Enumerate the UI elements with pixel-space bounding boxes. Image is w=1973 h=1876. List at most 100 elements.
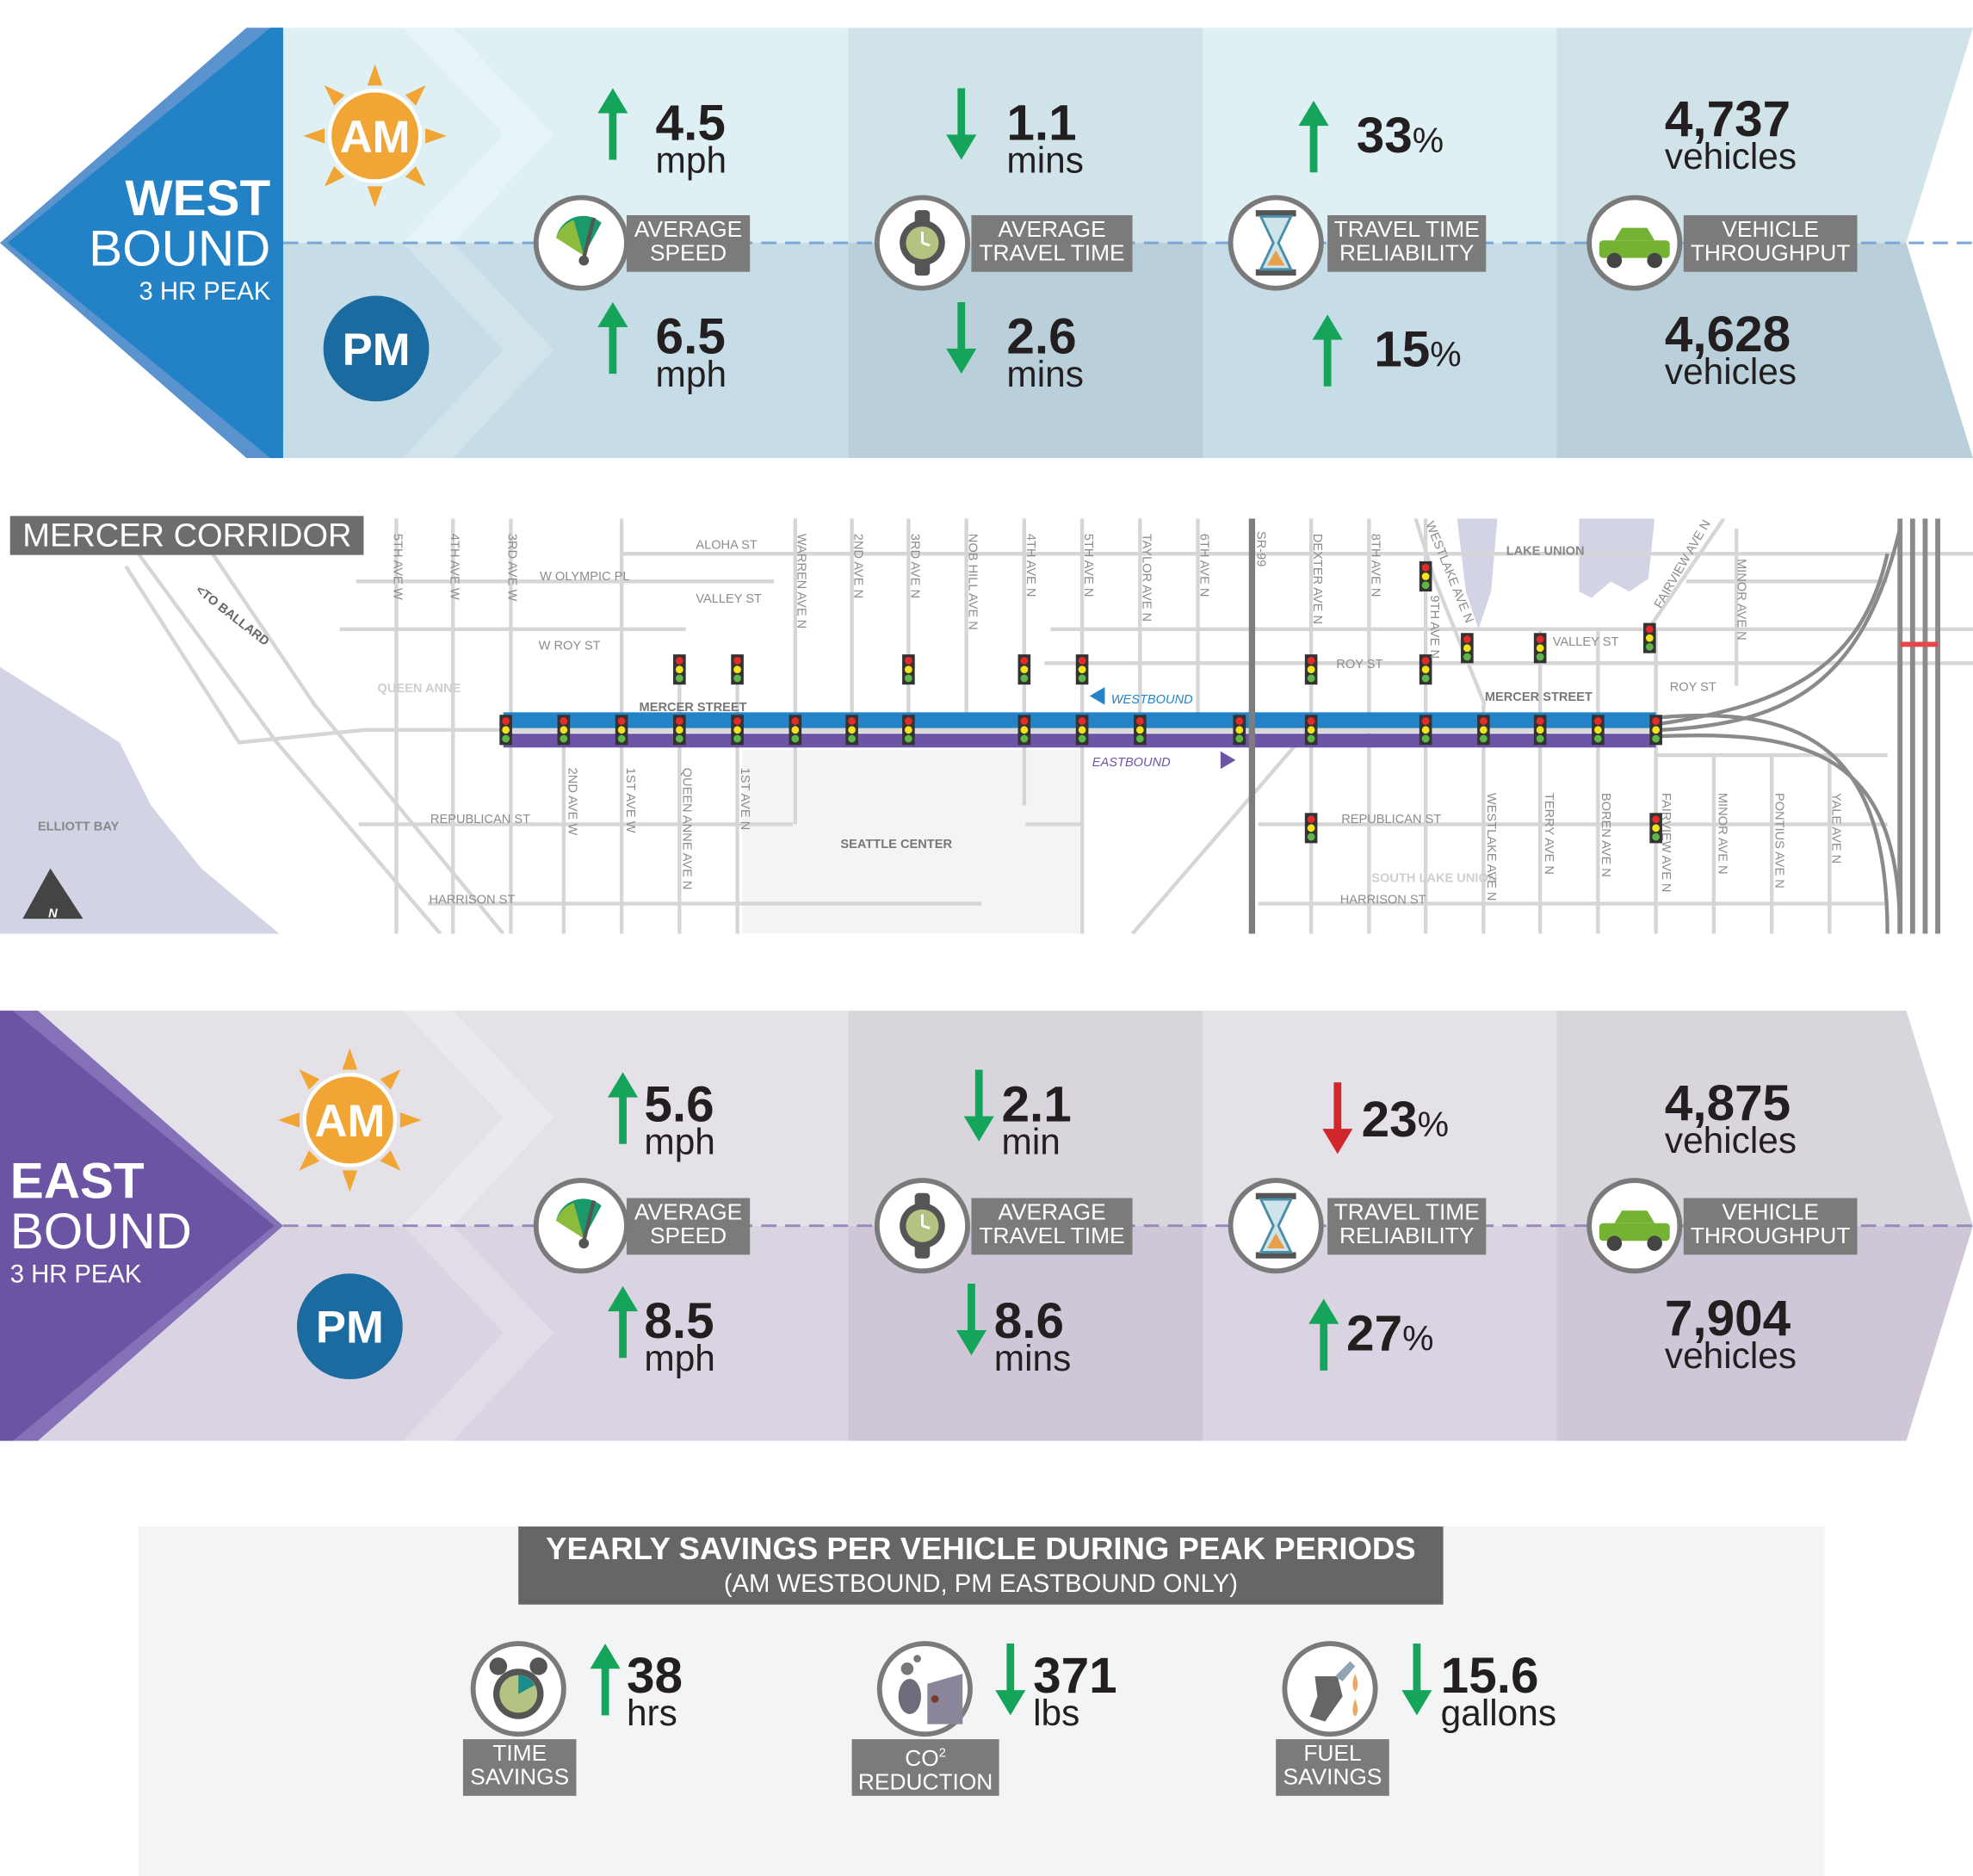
westbound-panel-bg <box>0 28 1973 459</box>
label-line: TRAVEL TIME <box>1333 1199 1480 1225</box>
sun-ray <box>324 166 345 187</box>
sun-ray <box>342 1170 358 1192</box>
avenue-label: 1ST AVE W <box>623 768 637 833</box>
avenue-label: TAYLOR AVE N <box>1139 534 1153 622</box>
pm-label: PM <box>343 325 411 375</box>
avenue-label: 3RD AVE N <box>907 534 921 598</box>
increase-arrow-icon <box>608 1072 639 1144</box>
label-line: AVERAGE <box>634 1199 743 1225</box>
increase-arrow-icon <box>608 1285 639 1359</box>
traffic-signal-icon <box>1304 715 1318 746</box>
traffic-signal-icon <box>1075 654 1089 685</box>
east-am-speed-value: 5.6 <box>644 1077 714 1133</box>
east-am-time-value: 2.1 <box>1001 1077 1072 1133</box>
label-text: CO <box>905 1745 939 1771</box>
westbound-heading: WEST BOUND 3 HR PEAK <box>25 174 270 305</box>
average-travel-time-label: AVERAGE TRAVEL TIME <box>971 1198 1133 1255</box>
speedometer-icon <box>533 1178 629 1274</box>
west-pm-time-unit: mins <box>1006 355 1084 395</box>
time-savings-value: 38 <box>626 1648 683 1705</box>
stopwatch-icon <box>874 195 970 291</box>
sun-ray <box>425 128 447 144</box>
avenue-label: 9TH AVE N <box>1427 595 1441 659</box>
i5-ramps <box>1661 528 1902 934</box>
hourglass-icon-glyph <box>1255 1192 1296 1259</box>
street-label: HARRISON ST <box>429 894 515 907</box>
sun-ray <box>405 166 426 187</box>
sun-ray <box>367 186 383 208</box>
map-title: MERCER CORRIDOR <box>9 516 365 555</box>
traffic-signal-icon <box>1477 715 1490 746</box>
sun-ray <box>278 1112 300 1128</box>
moon-icon: PM <box>323 295 430 402</box>
eastbound-arrow-icon <box>1220 751 1236 770</box>
fuel-nozzle-icon <box>1282 1641 1378 1737</box>
eastbound-subtitle: 3 HR PEAK <box>9 1260 142 1289</box>
stopwatch-icon-glyph <box>900 1192 945 1259</box>
sun-ray <box>380 1069 401 1090</box>
label-line: CO2 <box>856 1742 995 1771</box>
label-line: TIME <box>492 1740 547 1766</box>
street-label: VALLEY ST <box>696 592 762 606</box>
eastbound-title-bold: EAST <box>9 1154 145 1210</box>
sun-ray <box>367 64 383 86</box>
decrease-arrow-icon <box>963 1069 994 1142</box>
traffic-signal-icon <box>1533 715 1547 746</box>
label-line: TRAVEL TIME <box>979 240 1125 266</box>
smokestack-icon-glyph <box>898 1655 963 1724</box>
avenue-label: 8TH AVE N <box>1368 534 1382 597</box>
sun-icon: AM <box>278 1048 422 1192</box>
sun-ray <box>405 84 426 106</box>
average-travel-time-label: AVERAGE TRAVEL TIME <box>971 214 1133 272</box>
avenue-label: 5TH AVE N <box>1081 534 1095 597</box>
co2-reduction-value: 371 <box>1033 1648 1117 1705</box>
traffic-signal-icon <box>1649 715 1662 746</box>
traffic-signal-icon <box>1419 654 1432 685</box>
west-pm-speed-unit: mph <box>655 355 727 395</box>
eastbound-map-label: EASTBOUND <box>1092 756 1171 770</box>
street-label: ROY ST <box>1670 680 1716 694</box>
westbound-arrow-icon <box>1089 687 1105 705</box>
traffic-signal-icon <box>1017 654 1031 685</box>
east-pm-throughput-value: 7,904 <box>1664 1291 1791 1347</box>
increase-arrow-icon <box>590 1644 621 1716</box>
traffic-signal-icon <box>673 715 686 746</box>
increase-arrow-icon <box>1312 314 1343 387</box>
traffic-signal-icon <box>557 715 571 746</box>
sun-ray <box>342 1048 358 1070</box>
avenue-label: 1ST AVE N <box>738 768 751 831</box>
savings-title-box: YEARLY SAVINGS PER VEHICLE DURING PEAK P… <box>518 1526 1444 1605</box>
street-label: ALOHA ST <box>696 538 758 552</box>
smokestack-icon <box>876 1641 973 1737</box>
sun-icon: AM <box>303 64 447 208</box>
label-line: FUEL <box>1303 1740 1362 1766</box>
am-label: AM <box>314 1096 385 1147</box>
west-pm-throughput-value: 4,628 <box>1664 306 1791 362</box>
sun-ray <box>303 128 325 144</box>
west-pm-reliability-value: 15% <box>1374 325 1461 375</box>
mercer-street-label: MERCER STREET <box>1485 690 1593 704</box>
i5-freeway <box>1897 518 1940 934</box>
traffic-signal-icon <box>1304 654 1318 685</box>
increase-arrow-icon <box>1308 1298 1339 1371</box>
avenue-label: PONTIUS AVE N <box>1772 793 1786 888</box>
moon-icon: PM <box>296 1273 403 1380</box>
value: 15 <box>1374 322 1431 378</box>
sun-ray <box>399 1112 422 1128</box>
seattle-center-label: SEATTLE CENTER <box>840 838 952 851</box>
east-pm-speed-unit: mph <box>644 1339 715 1380</box>
decrease-arrow-icon <box>946 301 977 375</box>
am-label: AM <box>340 112 411 163</box>
car-icon <box>1586 195 1683 291</box>
speedometer-icon <box>533 195 629 291</box>
sun-ray <box>299 1069 320 1090</box>
i5-marker <box>1900 641 1939 647</box>
street-label: HARRISON ST <box>1340 894 1426 907</box>
time-savings-label: TIME SAVINGS <box>462 1739 577 1796</box>
street-label: REPUBLICAN ST <box>1341 813 1441 827</box>
label-line: TRAVEL TIME <box>1333 216 1480 242</box>
avenue-label: 2ND AVE N <box>851 534 865 598</box>
west-am-reliability-value: 33% <box>1357 111 1444 161</box>
fuel-savings-value: 15.6 <box>1440 1648 1539 1705</box>
label-line: TRAVEL TIME <box>979 1223 1125 1249</box>
